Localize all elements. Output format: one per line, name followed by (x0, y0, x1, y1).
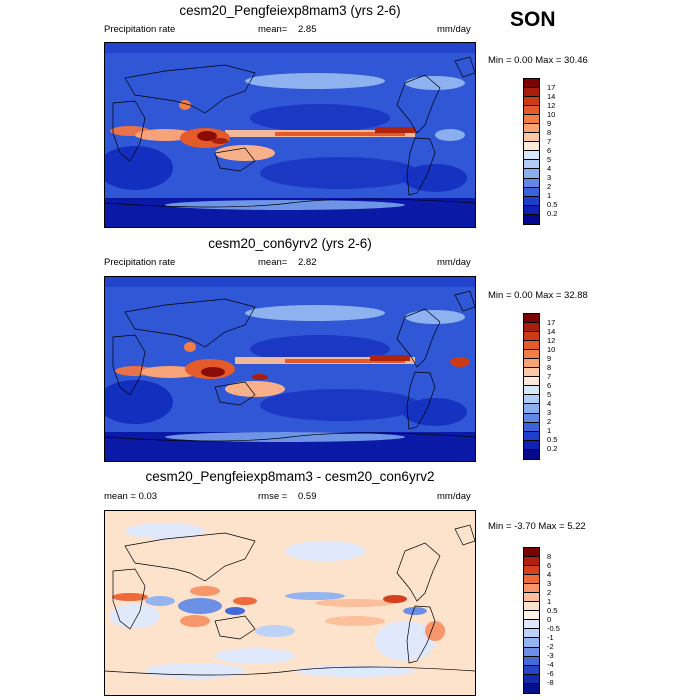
panel3-rmse-label: rmse = (258, 491, 288, 502)
panel2-colorbar-tick: 10 (547, 344, 556, 354)
panel2-colorbar-tick: 0.2 (547, 444, 558, 454)
panel2-variable-label: Precipitation rate (104, 257, 176, 268)
panel2-units: mm/day (437, 257, 471, 268)
panel3-colorbar-tick: 4 (547, 569, 552, 579)
panel3-colorbar-tick: -3 (547, 651, 554, 661)
panel1-colorbar (523, 78, 540, 225)
panel3-colorbar-tick: -6 (547, 669, 554, 679)
panel2-colorbar-tick: 9 (547, 353, 552, 363)
panel1-colorbar-tick: 8 (547, 127, 552, 137)
panel3-colorbar-tick: -8 (547, 678, 554, 688)
panel2-colorbar-tick: 4 (547, 399, 552, 409)
panel3-colorbar-tick: 6 (547, 560, 552, 570)
panel3-colorbar-tick: 3 (547, 578, 552, 588)
panel2-colorbar-tick: 12 (547, 335, 556, 345)
panel1-colorbar-tick: 7 (547, 136, 552, 146)
panel1-units: mm/day (437, 24, 471, 35)
panel1-colorbar-tick: 10 (547, 109, 556, 119)
panel3-colorbar-tick: 2 (547, 587, 552, 597)
panel2-precip-map (104, 276, 476, 462)
panel1-mean-value: 2.85 (298, 24, 317, 35)
panel3-colorbar (523, 547, 540, 694)
panel1-minmax: Min = 0.00 Max = 30.46 (488, 55, 588, 66)
panel1-colorbar-tick: 3 (547, 173, 552, 183)
panel2-colorbar-tick: 8 (547, 362, 552, 372)
panel1-colorbar-tick: 12 (547, 100, 556, 110)
panel3-title: cesm20_Pengfeiexp8mam3 - cesm20_con6yrv2 (145, 469, 435, 484)
panel1-colorbar-tick: 9 (547, 118, 552, 128)
panel2-colorbar-tick: 7 (547, 371, 552, 381)
panel3-colorbar-tick: 0.5 (547, 605, 558, 615)
panel3-units: mm/day (437, 491, 471, 502)
panel2-colorbar-tick: 6 (547, 381, 552, 390)
panel1-colorbar-tick: 17 (547, 82, 556, 92)
panel1-mean-label: mean= (258, 24, 288, 35)
panel1-title: cesm20_Pengfeiexp8mam3 (yrs 2-6) (179, 3, 401, 18)
panel3-colorbar-tick: -4 (547, 660, 554, 670)
panel3-difference-map (104, 510, 476, 696)
panel3-minmax: Min = -3.70 Max = 5.22 (488, 521, 586, 532)
panel1-colorbar-tick: 1 (547, 191, 552, 201)
panel3-colorbar-tick: -1 (547, 633, 554, 643)
panel2-minmax: Min = 0.00 Max = 32.88 (488, 290, 588, 301)
panel1-precip-map (104, 42, 476, 228)
panel2-colorbar (523, 313, 540, 460)
panel2-title: cesm20_con6yrv2 (yrs 2-6) (208, 236, 372, 251)
panel1-colorbar-tick: 14 (547, 91, 556, 101)
panel2-colorbar-tick: 0.5 (547, 435, 558, 445)
panel2-mean-value: 2.82 (298, 257, 317, 268)
panel2-colorbar-tick: 14 (547, 326, 556, 336)
season-label: SON (510, 8, 556, 31)
panel2-mean-label: mean= (258, 257, 288, 268)
panel2-colorbar-tick: 2 (547, 417, 552, 427)
panel3-colorbar-tick: 0 (547, 615, 552, 624)
panel3-colorbar-tick: 8 (547, 551, 552, 561)
panel3-colorbar-tick: -2 (547, 642, 554, 652)
panel1-colorbar-tick: 5 (547, 155, 552, 164)
panel3-rmse-value: 0.59 (298, 491, 317, 502)
panel3-mean-label: mean = 0.03 (104, 491, 158, 502)
panel1-colorbar-tick: 0.2 (547, 209, 558, 219)
panel3-colorbar-tick: 1 (547, 596, 552, 606)
panel2-colorbar-tick: 1 (547, 426, 552, 436)
panel1-variable-label: Precipitation rate (104, 24, 176, 35)
panel2-colorbar-tick: 3 (547, 408, 552, 418)
panel1-colorbar-tick: 6 (547, 146, 552, 155)
panel1-colorbar-tick: 0.5 (547, 200, 558, 210)
panel2-colorbar-tick: 17 (547, 317, 556, 327)
panel2-colorbar-tick: 5 (547, 390, 552, 399)
panel1-colorbar-tick: 2 (547, 182, 552, 192)
panel1-colorbar-tick: 4 (547, 164, 552, 174)
panel3-colorbar-tick: -0.5 (547, 624, 560, 633)
